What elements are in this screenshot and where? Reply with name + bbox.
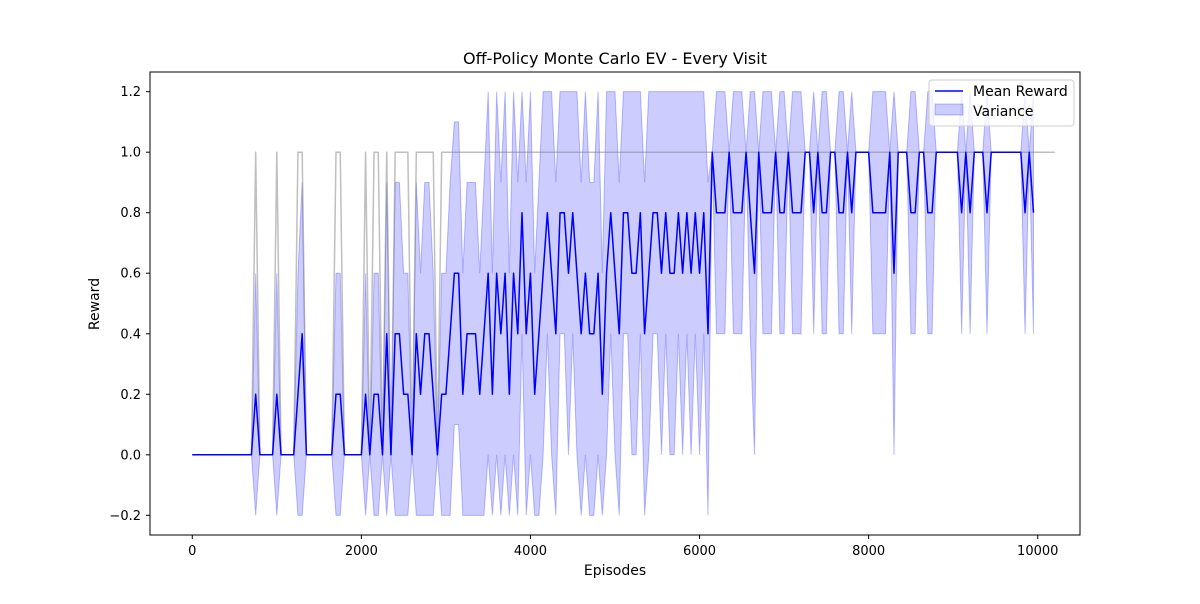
- y-tick-label: 1.0: [120, 146, 141, 161]
- legend-variance-swatch: [934, 103, 964, 116]
- x-axis-label: Episodes: [584, 563, 646, 579]
- y-tick-label: 0.8: [120, 206, 141, 221]
- y-tick-label: −0.2: [109, 509, 141, 524]
- x-tick-label: 2000: [345, 544, 378, 559]
- y-tick-label: 0.6: [120, 267, 141, 282]
- y-axis-label: Reward: [87, 278, 103, 330]
- mean-line-layer: [192, 151, 1035, 456]
- y-tick-label: 0.0: [120, 448, 141, 463]
- individual-runs-line: [192, 151, 1055, 456]
- mean-reward-line: [192, 151, 1035, 456]
- y-axis: −0.2 0.0 0.2 0.4 0.6 0.8 1.0 1.2: [109, 85, 150, 524]
- plot-area: [149, 71, 1081, 536]
- y-tick-label: 0.4: [120, 327, 141, 342]
- chart-title: Off-Policy Monte Carlo EV - Every Visit: [463, 49, 767, 68]
- y-tick-label: 0.2: [120, 388, 141, 403]
- x-axis: 0 2000 4000 6000 8000 10000: [188, 535, 1058, 559]
- x-tick-label: 10000: [1017, 544, 1058, 559]
- plot-frame: [149, 71, 1081, 536]
- x-tick-label: 6000: [683, 544, 716, 559]
- x-tick-label: 8000: [852, 544, 885, 559]
- y-tick-label: 1.2: [120, 85, 141, 100]
- legend: Mean Reward Variance: [928, 79, 1075, 127]
- legend-box: [928, 79, 1075, 127]
- legend-mean-reward-label: Mean Reward: [973, 84, 1068, 100]
- legend-variance-label: Variance: [973, 104, 1033, 120]
- individual-runs-layer: [192, 151, 1055, 456]
- x-tick-label: 4000: [514, 544, 547, 559]
- x-tick-label: 0: [188, 544, 196, 559]
